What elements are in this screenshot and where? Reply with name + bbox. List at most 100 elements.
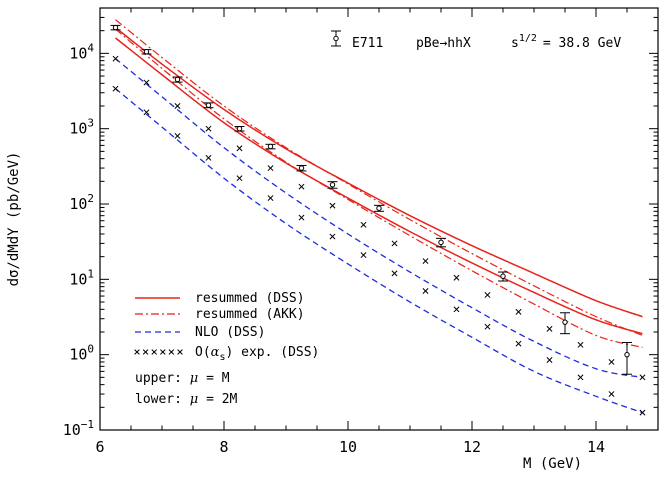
cross-marker [422, 258, 429, 264]
energy-value: = 38.8 GeV [543, 36, 621, 51]
y-tick-label: 103 [69, 117, 94, 138]
cross-stroke [577, 341, 584, 348]
cross-marker [484, 323, 491, 330]
data-point [141, 49, 152, 55]
scale-note-greek: μ [190, 392, 198, 407]
plot-frame-layer [99, 7, 659, 431]
cross-stroke [112, 55, 119, 62]
scale-note-value: = 2M [198, 392, 237, 407]
cross-stroke [639, 374, 646, 381]
series-curve-solid-red [115, 26, 643, 318]
cross-marker [298, 183, 305, 190]
cross-stroke [112, 85, 119, 92]
cross-stroke [174, 133, 181, 139]
y-tick-label: 100 [69, 343, 94, 364]
legend-cross [168, 349, 175, 355]
cross-marker [205, 154, 212, 161]
cross-stroke [422, 288, 429, 294]
y-tick-exponent: 3 [87, 117, 94, 130]
cross-stroke [134, 349, 140, 355]
cross-marker [391, 240, 398, 247]
cross-marker [546, 325, 553, 332]
legend-label-text: resummed (AKK) [195, 307, 305, 322]
cross-stroke [577, 374, 584, 381]
cross-stroke [267, 195, 274, 202]
point-marker [236, 125, 243, 132]
series-curve-dashdot-red [115, 28, 643, 348]
cross-marker [577, 374, 584, 381]
cross-marker [360, 221, 367, 228]
y-tick-mantissa: 10 [69, 346, 87, 364]
data-point [374, 204, 384, 212]
energy-exponent: 1/2 [519, 33, 537, 44]
y-tick-mantissa: 10 [69, 195, 87, 213]
scale-note-label: upper: [135, 371, 190, 386]
scale-note-label: lower: [135, 392, 190, 407]
legend-entry: resummed (AKK) [135, 307, 305, 322]
cross-stroke [151, 349, 157, 355]
scale-note-value: = M [198, 371, 229, 386]
cross-marker [453, 306, 460, 313]
annotation-text: E711 pBe→hhX s1/2 = 38.8 GeV [352, 33, 621, 51]
plot-frame [99, 7, 659, 431]
point-marker [500, 273, 506, 279]
cross-stroke [515, 308, 522, 315]
data-point [622, 342, 632, 375]
cross-stroke [422, 258, 429, 264]
series-curve-dashed-blue [115, 58, 643, 378]
y-tick-exponent: 1 [87, 267, 94, 280]
cross-marker [112, 55, 119, 62]
cross-marker [236, 175, 243, 182]
cross-marker [236, 145, 243, 152]
x-tick-label: 14 [587, 438, 605, 456]
cross-stroke [298, 183, 305, 190]
cross-stroke [391, 270, 398, 277]
y-tick-mantissa: 10 [69, 120, 87, 138]
cross-marker [422, 288, 429, 294]
cross-stroke [143, 109, 150, 116]
legend-cross [134, 349, 140, 355]
cross-marker [298, 214, 305, 221]
legend-cross [142, 349, 149, 355]
legend-entry: resummed (DSS) [135, 291, 305, 306]
cross-stroke [205, 154, 212, 161]
x-tick-label: 12 [463, 438, 481, 456]
point-marker [329, 182, 336, 188]
series-curve-dashed-blue [115, 88, 643, 414]
cross-stroke [143, 79, 150, 86]
data-point [265, 143, 276, 150]
point-marker [143, 49, 150, 55]
cross-stroke [360, 252, 367, 259]
x-tick-label: 6 [95, 438, 104, 456]
process-label: pBe→hhX [416, 36, 471, 51]
data-point [560, 312, 570, 335]
scale-note-greek: μ [190, 371, 198, 386]
legend-entry: O(αs) exp. (DSS) [134, 345, 319, 363]
cross-marker [329, 233, 336, 240]
cross-stroke [391, 240, 398, 247]
y-tick-label: 101 [69, 267, 94, 288]
y-tick-label: 10−1 [63, 418, 94, 439]
cross-marker [329, 202, 336, 209]
point-marker [438, 239, 444, 246]
point-marker [298, 165, 305, 171]
legend-label: resummed (AKK) [195, 307, 305, 322]
y-axis-title: dσ/dMdY (pb/GeV) [6, 152, 22, 287]
cross-stroke [236, 175, 243, 182]
y-tick-mantissa: 10 [69, 44, 87, 62]
cross-marker [267, 195, 274, 202]
legend-label-greek: α [211, 345, 220, 360]
point-marker [376, 205, 382, 211]
cross-stroke [546, 325, 553, 332]
cross-stroke [484, 323, 491, 330]
legend-label: NLO (DSS) [195, 325, 265, 340]
legend-label-pre: O( [195, 345, 211, 360]
data-point [296, 164, 307, 172]
data-point [234, 125, 245, 132]
cross-stroke [298, 214, 305, 221]
data-point [110, 24, 121, 31]
x-axis-title: M (GeV) [523, 456, 582, 472]
legend-entry: NLO (DSS) [135, 325, 265, 340]
cross-stroke [546, 357, 553, 363]
